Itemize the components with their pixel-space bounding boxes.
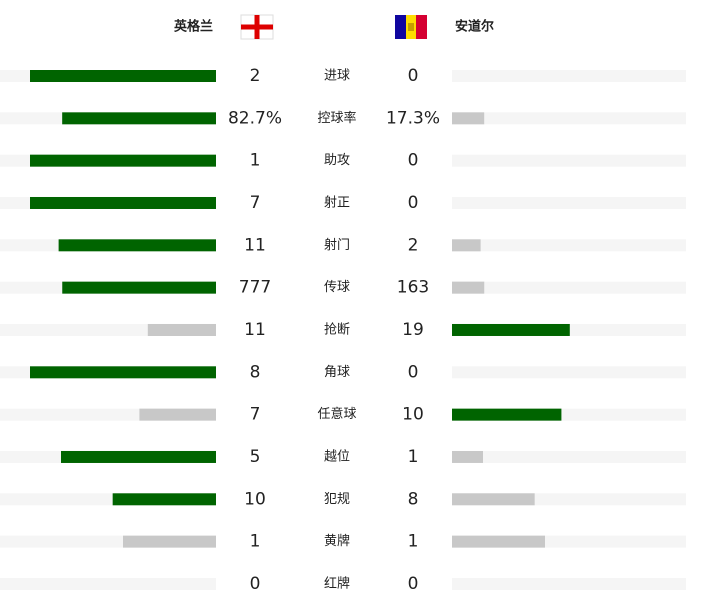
home-value: 11 — [244, 320, 266, 340]
home-value: 0 — [250, 574, 261, 594]
bar — [139, 408, 216, 421]
track — [452, 154, 686, 167]
track — [0, 577, 216, 590]
track — [452, 450, 686, 463]
bar — [452, 408, 562, 421]
andorra-flag — [395, 15, 427, 39]
bar — [452, 323, 570, 336]
home-value: 1 — [250, 532, 261, 552]
stat-label: 犯规 — [324, 492, 350, 507]
home-value: 7 — [250, 405, 261, 425]
home-value: 10 — [244, 489, 266, 509]
bar — [123, 535, 216, 548]
stat-label: 射门 — [324, 237, 350, 253]
stat-label: 红牌 — [324, 575, 350, 591]
home-value: 82.7% — [228, 108, 282, 128]
home-value: 11 — [244, 235, 266, 255]
stat-label: 控球率 — [317, 110, 356, 126]
bar — [62, 281, 217, 294]
england-flag — [240, 14, 274, 40]
track — [452, 196, 686, 209]
stat-label: 黄牌 — [324, 533, 350, 549]
bar — [452, 450, 483, 463]
stat-label: 助攻 — [324, 153, 350, 168]
bar — [112, 493, 216, 506]
stat-label: 角球 — [324, 365, 350, 380]
track — [452, 112, 686, 125]
away-value: 1 — [408, 447, 419, 467]
away-value: 10 — [402, 405, 424, 425]
away-value: 0 — [408, 574, 419, 594]
home-value: 2 — [250, 66, 261, 86]
stat-label: 进球 — [324, 69, 350, 84]
home-value: 1 — [250, 151, 261, 171]
track — [452, 70, 686, 82]
bar — [30, 154, 216, 167]
stat-label: 任意球 — [317, 406, 356, 422]
home-value: 777 — [239, 278, 271, 298]
home-value: 8 — [250, 362, 261, 382]
away-value: 19 — [402, 320, 424, 340]
track — [452, 577, 686, 590]
away-value: 0 — [408, 66, 419, 86]
away-team: 安道尔 — [455, 19, 494, 35]
away-value: 0 — [408, 151, 419, 171]
track — [452, 366, 686, 379]
stat-label: 越位 — [324, 449, 350, 464]
bar — [452, 535, 545, 548]
bar — [58, 239, 216, 252]
away-value: 2 — [408, 235, 419, 255]
stat-label: 传球 — [324, 280, 350, 295]
bar — [30, 70, 216, 82]
home-team: 英格兰 — [173, 19, 213, 35]
away-value: 8 — [408, 489, 419, 509]
stat-label: 抢断 — [324, 321, 350, 337]
home-value: 5 — [250, 447, 261, 467]
bar — [452, 112, 485, 125]
track — [452, 281, 686, 294]
bar — [452, 493, 535, 506]
bar — [30, 366, 216, 379]
bar — [147, 323, 216, 336]
stat-label: 射正 — [324, 194, 350, 210]
away-value: 163 — [397, 278, 429, 298]
home-value: 7 — [250, 193, 261, 213]
track — [452, 239, 686, 252]
away-value: 17.3% — [386, 108, 440, 128]
bar — [452, 281, 485, 294]
bar — [452, 239, 481, 252]
away-value: 1 — [408, 532, 419, 552]
away-value: 0 — [408, 362, 419, 382]
away-value: 0 — [408, 193, 419, 213]
bar — [62, 112, 216, 125]
bar — [61, 450, 216, 463]
bar — [30, 196, 216, 209]
